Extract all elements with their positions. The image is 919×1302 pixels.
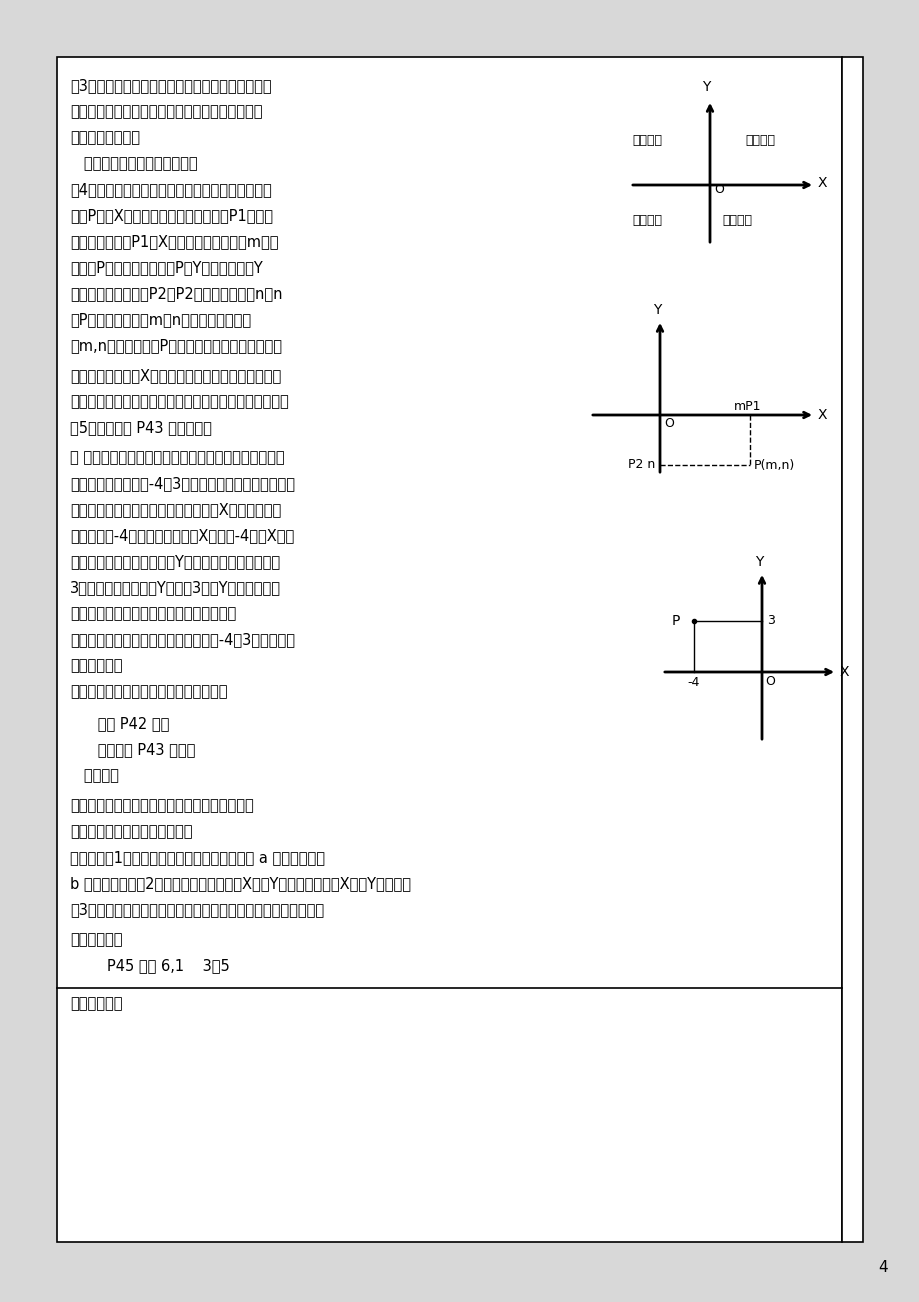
Text: 么垂足唯一？）P1在X轴上对应唯一一个数m，这: 么垂足唯一？）P1在X轴上对应唯一一个数m，这 [70,234,278,249]
Bar [841,57,862,1242]
Text: 注意：必须先找到X轴上垂足对应的数，即横坐标。并: 注意：必须先找到X轴上垂足对应的数，即横坐标。并 [70,368,281,383]
Text: X: X [817,176,826,190]
Text: 注意问题（1）平面直角坐标系的两个基本问题 a 已知点求坐标: 注意问题（1）平面直角坐标系的两个基本问题 a 已知点求坐标 [70,850,324,865]
Text: P45 习题 6,1    3、5: P45 习题 6,1 3、5 [70,958,230,973]
Text: 个区域，依次叫它们为第一象限、第二象限、第三: 个区域，依次叫它们为第一象限、第二象限、第三 [70,104,262,118]
Text: O: O [765,674,774,687]
Text: Y: Y [701,79,709,94]
Text: 3: 3 [766,615,774,628]
Text: （5）巩固练习 P43 练习第一题: （5）巩固练习 P43 练习第一题 [70,421,211,435]
Text: 叫P点的纵坐标，把m、n组成一个有序数对: 叫P点的纵坐标，把m、n组成一个有序数对 [70,312,251,327]
Text: （3）象限划分，平面上画的坐标系，把平面分成四: （3）象限划分，平面上画的坐标系，把平面分成四 [70,78,271,92]
Text: （m,n）这就叫做点P的坐标（对照坐标系讲解并举: （m,n）这就叫做点P的坐标（对照坐标系讲解并举 [70,339,282,353]
Text: 一点P先向X轴做垂线，有唯一一个垂足P1（为什: 一点P先向X轴做垂线，有唯一一个垂足P1（为什 [70,208,273,223]
Text: 五、布置作业: 五、布置作业 [70,932,122,947]
Text: P: P [671,615,679,628]
Text: 从上面坐标定义可知，这个待定的点向X轴作垂线，垂: 从上面坐标定义可知，这个待定的点向X轴作垂线，垂 [70,503,281,517]
Text: P(m,n): P(m,n) [754,458,794,471]
Text: 象限、第四象限。: 象限、第四象限。 [70,130,140,145]
Text: 4: 4 [878,1260,887,1276]
Text: 附：板书设计: 附：板书设计 [70,996,122,1010]
Text: 第一象限: 第一象限 [744,134,774,147]
Text: 坐标轴不属于任何一个象限。: 坐标轴不属于任何一个象限。 [70,156,198,171]
Text: 两直线相交，交点只有一个。因此与（-4，3）对应的点: 两直线相交，交点只有一个。因此与（-4，3）对应的点 [70,631,295,647]
Text: 3，所以此点同时在过Y轴上的3且与Y轴垂直的直线: 3，所以此点同时在过Y轴上的3且与Y轴垂直的直线 [70,579,280,595]
Text: P2 n: P2 n [627,458,654,471]
Text: 只有唯一一个: 只有唯一一个 [70,658,122,673]
Text: 直的直线上；同理这个点向Y轴作垂线，垂足肯定对应: 直的直线上；同理这个点向Y轴作垂线，垂足肯定对应 [70,553,279,569]
Text: 足一定对应-4，所以这个点在过X轴上的-4且与X轴垂: 足一定对应-4，所以这个点在过X轴上的-4且与X轴垂 [70,529,294,543]
Text: 个数叫P点的横坐标。然后P向Y轴做垂线，在Y: 个数叫P点的横坐标。然后P向Y轴做垂线，在Y [70,260,263,275]
Text: mP1: mP1 [733,400,761,413]
Text: 第三象限: 第三象限 [631,214,662,227]
Text: 本节主要学习了平面直角坐标系及其相关概念。: 本节主要学习了平面直角坐标系及其相关概念。 [70,798,254,812]
Text: X: X [817,408,826,422]
Text: 已知点的坐标，如（-4，3）如何找到与其对应的点呢？: 已知点的坐标，如（-4，3）如何找到与其对应的点呢？ [70,477,295,491]
Text: （3）写坐标时要加小括号，括号内先横后纵，中间用逗号分开。: （3）写坐标时要加小括号，括号内先横后纵，中间用逗号分开。 [70,902,323,917]
Text: O: O [664,417,673,430]
Bar [57,57,841,1242]
Text: 四、小结: 四、小结 [70,768,119,783]
Text: 轴上有唯一一个垂足P2，P2对应唯一一个数n，n: 轴上有唯一一个垂足P2，P2对应唯一一个数n，n [70,286,282,301]
Text: （4）建立了平面直角坐标系以后，对于平面上任意: （4）建立了平面直角坐标系以后，对于平面上任意 [70,182,271,197]
Text: 巩固练习 P43 第二题: 巩固练习 P43 第二题 [70,742,195,756]
Text: O: O [713,184,723,197]
Text: Y: Y [754,555,763,569]
Text: 第四象限: 第四象限 [721,214,751,227]
Text: b 已知坐标描点（2）画坐标系别忘了标出X轴、Y轴的正方向以及X轴、Y轴的名称: b 已知坐标描点（2）画坐标系别忘了标出X轴、Y轴的正方向以及X轴、Y轴的名称 [70,876,411,891]
Text: -4: -4 [687,676,699,689]
Text: （初步渗透点与有序数对构成一一对应）: （初步渗透点与有序数对构成一一对应） [70,684,227,699]
Text: 三 以上大家是已知点的位置找点的坐标，如果反过来先: 三 以上大家是已知点的位置找点的坐标，如果反过来先 [70,450,284,465]
Text: 上，两条直线的交点就是我们所要描的点。: 上，两条直线的交点就是我们所要描的点。 [70,605,236,621]
Text: Y: Y [652,303,661,316]
Text: 讲解 P42 例题: 讲解 P42 例题 [70,716,169,730]
Text: 写在括号内的前面，纵坐标写在后面，中间用逗号分开。: 写在括号内的前面，纵坐标写在后面，中间用逗号分开。 [70,395,289,409]
Text: X: X [839,665,848,680]
Text: 用到的主要思想是数形结合思想: 用到的主要思想是数形结合思想 [70,824,192,838]
Text: 第二象限: 第二象限 [631,134,662,147]
